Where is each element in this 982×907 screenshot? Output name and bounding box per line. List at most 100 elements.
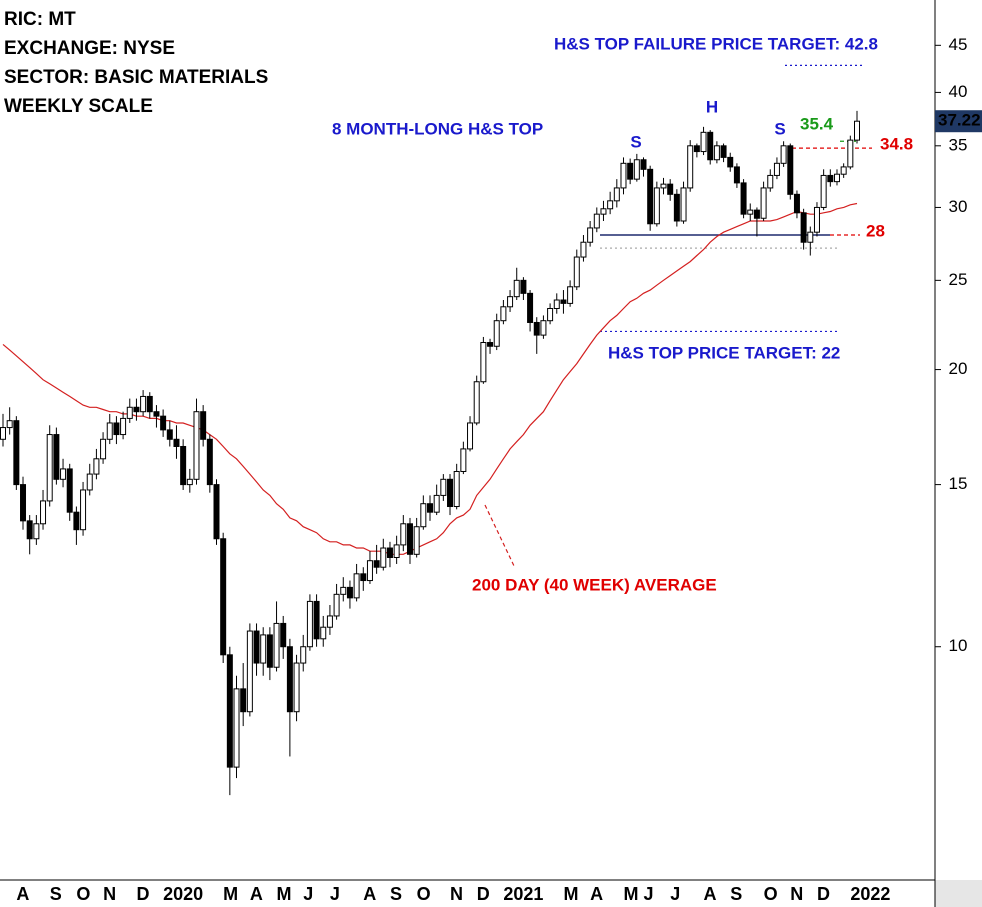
x-tick-label: D [136,884,149,904]
candle-body [700,131,707,153]
candle-body [427,503,433,513]
candle-body [26,520,33,540]
candle-body [627,162,634,180]
candle-body [680,187,687,222]
candle-body [480,342,487,383]
candle-body [647,168,654,225]
candle-body [720,145,727,158]
x-tick-label: N [790,884,803,904]
candle-body [553,299,560,310]
candle-body [173,438,180,447]
candle-body [126,406,133,419]
candle-body [153,411,160,417]
x-tick-label: D [477,884,490,904]
candle-body [393,544,400,559]
y-tick-label: 15 [949,474,968,493]
x-tick-label: M [223,884,238,904]
candle-body [547,308,554,322]
candle-body [780,145,787,164]
candle-body [186,478,193,486]
candle-body [767,174,774,189]
candle-body [366,560,373,582]
candle-body [60,468,67,480]
x-tick-label: D [817,884,830,904]
x-tick-label: O [764,884,778,904]
candle-body [373,560,380,568]
pattern-label: S [630,132,641,151]
candle-body [93,458,100,475]
y-tick-label: 30 [949,197,968,216]
x-tick-label: M [277,884,292,904]
candle-body [246,630,253,713]
candle-body [6,420,13,429]
candle-body [733,166,740,184]
candle-body [707,131,714,161]
candle-body [800,212,807,243]
last-price-label: 37.22 [938,111,981,130]
pattern-label: H [706,97,718,116]
pattern-title: 8 MONTH-LONG H&S TOP [332,119,543,138]
candle-body [266,634,273,668]
candle-body [166,429,173,440]
candle-body [46,434,53,502]
x-tick-label: S [730,884,742,904]
x-tick-label: N [103,884,116,904]
moving-average [2,202,858,555]
candle-body [667,183,674,195]
candle-body [180,445,187,486]
candle-body [200,411,207,440]
candle-body [787,145,794,195]
candle-body [353,573,360,599]
x-tick-label: A [704,884,717,904]
candle-body [233,688,240,768]
candle-body [673,193,680,222]
candle-body [106,422,113,440]
candle-body [253,630,260,664]
y-tick-label: 45 [949,35,968,54]
candle-body [320,626,327,640]
x-tick-label: J [644,884,654,904]
level-label: 35.4 [800,114,834,133]
candle-body [0,427,6,440]
candle-body [640,159,647,170]
candle-body [140,395,147,413]
candle-body [507,296,514,308]
candle-body [380,547,387,568]
axis-corner [935,880,982,907]
candle-body [220,538,227,656]
x-tick-label: O [76,884,90,904]
candle-body [273,622,280,668]
info-line: EXCHANGE: NYSE [4,38,175,59]
candle-body [513,279,520,298]
candle-body [280,622,287,648]
level-label: 34.8 [880,134,913,153]
candle-body [687,145,694,189]
candle-body [460,448,467,472]
candle-body [433,494,440,513]
x-tick-label: A [590,884,603,904]
candle-body [467,422,474,450]
candle-body [313,600,320,640]
info-line: SECTOR: BASIC MATERIALS [4,67,268,88]
candle-body [240,688,247,713]
candle-body [807,231,814,243]
candle-body [66,468,73,513]
candle-body [193,411,200,480]
candle-body [286,646,293,713]
candle-body [580,241,587,258]
candle-body [133,406,140,413]
candle-body [520,279,527,294]
candle-body [760,187,767,219]
x-tick-label: 2022 [850,884,890,904]
candle-body [793,193,800,214]
last-price-box [935,110,982,133]
x-tick-label: A [250,884,263,904]
candle-body [80,489,87,531]
candle-body [587,227,594,243]
candle-body [346,586,353,599]
candle-body [773,162,780,176]
x-tick-label: N [450,884,463,904]
candle-body [533,321,540,336]
candle-body [827,174,834,183]
